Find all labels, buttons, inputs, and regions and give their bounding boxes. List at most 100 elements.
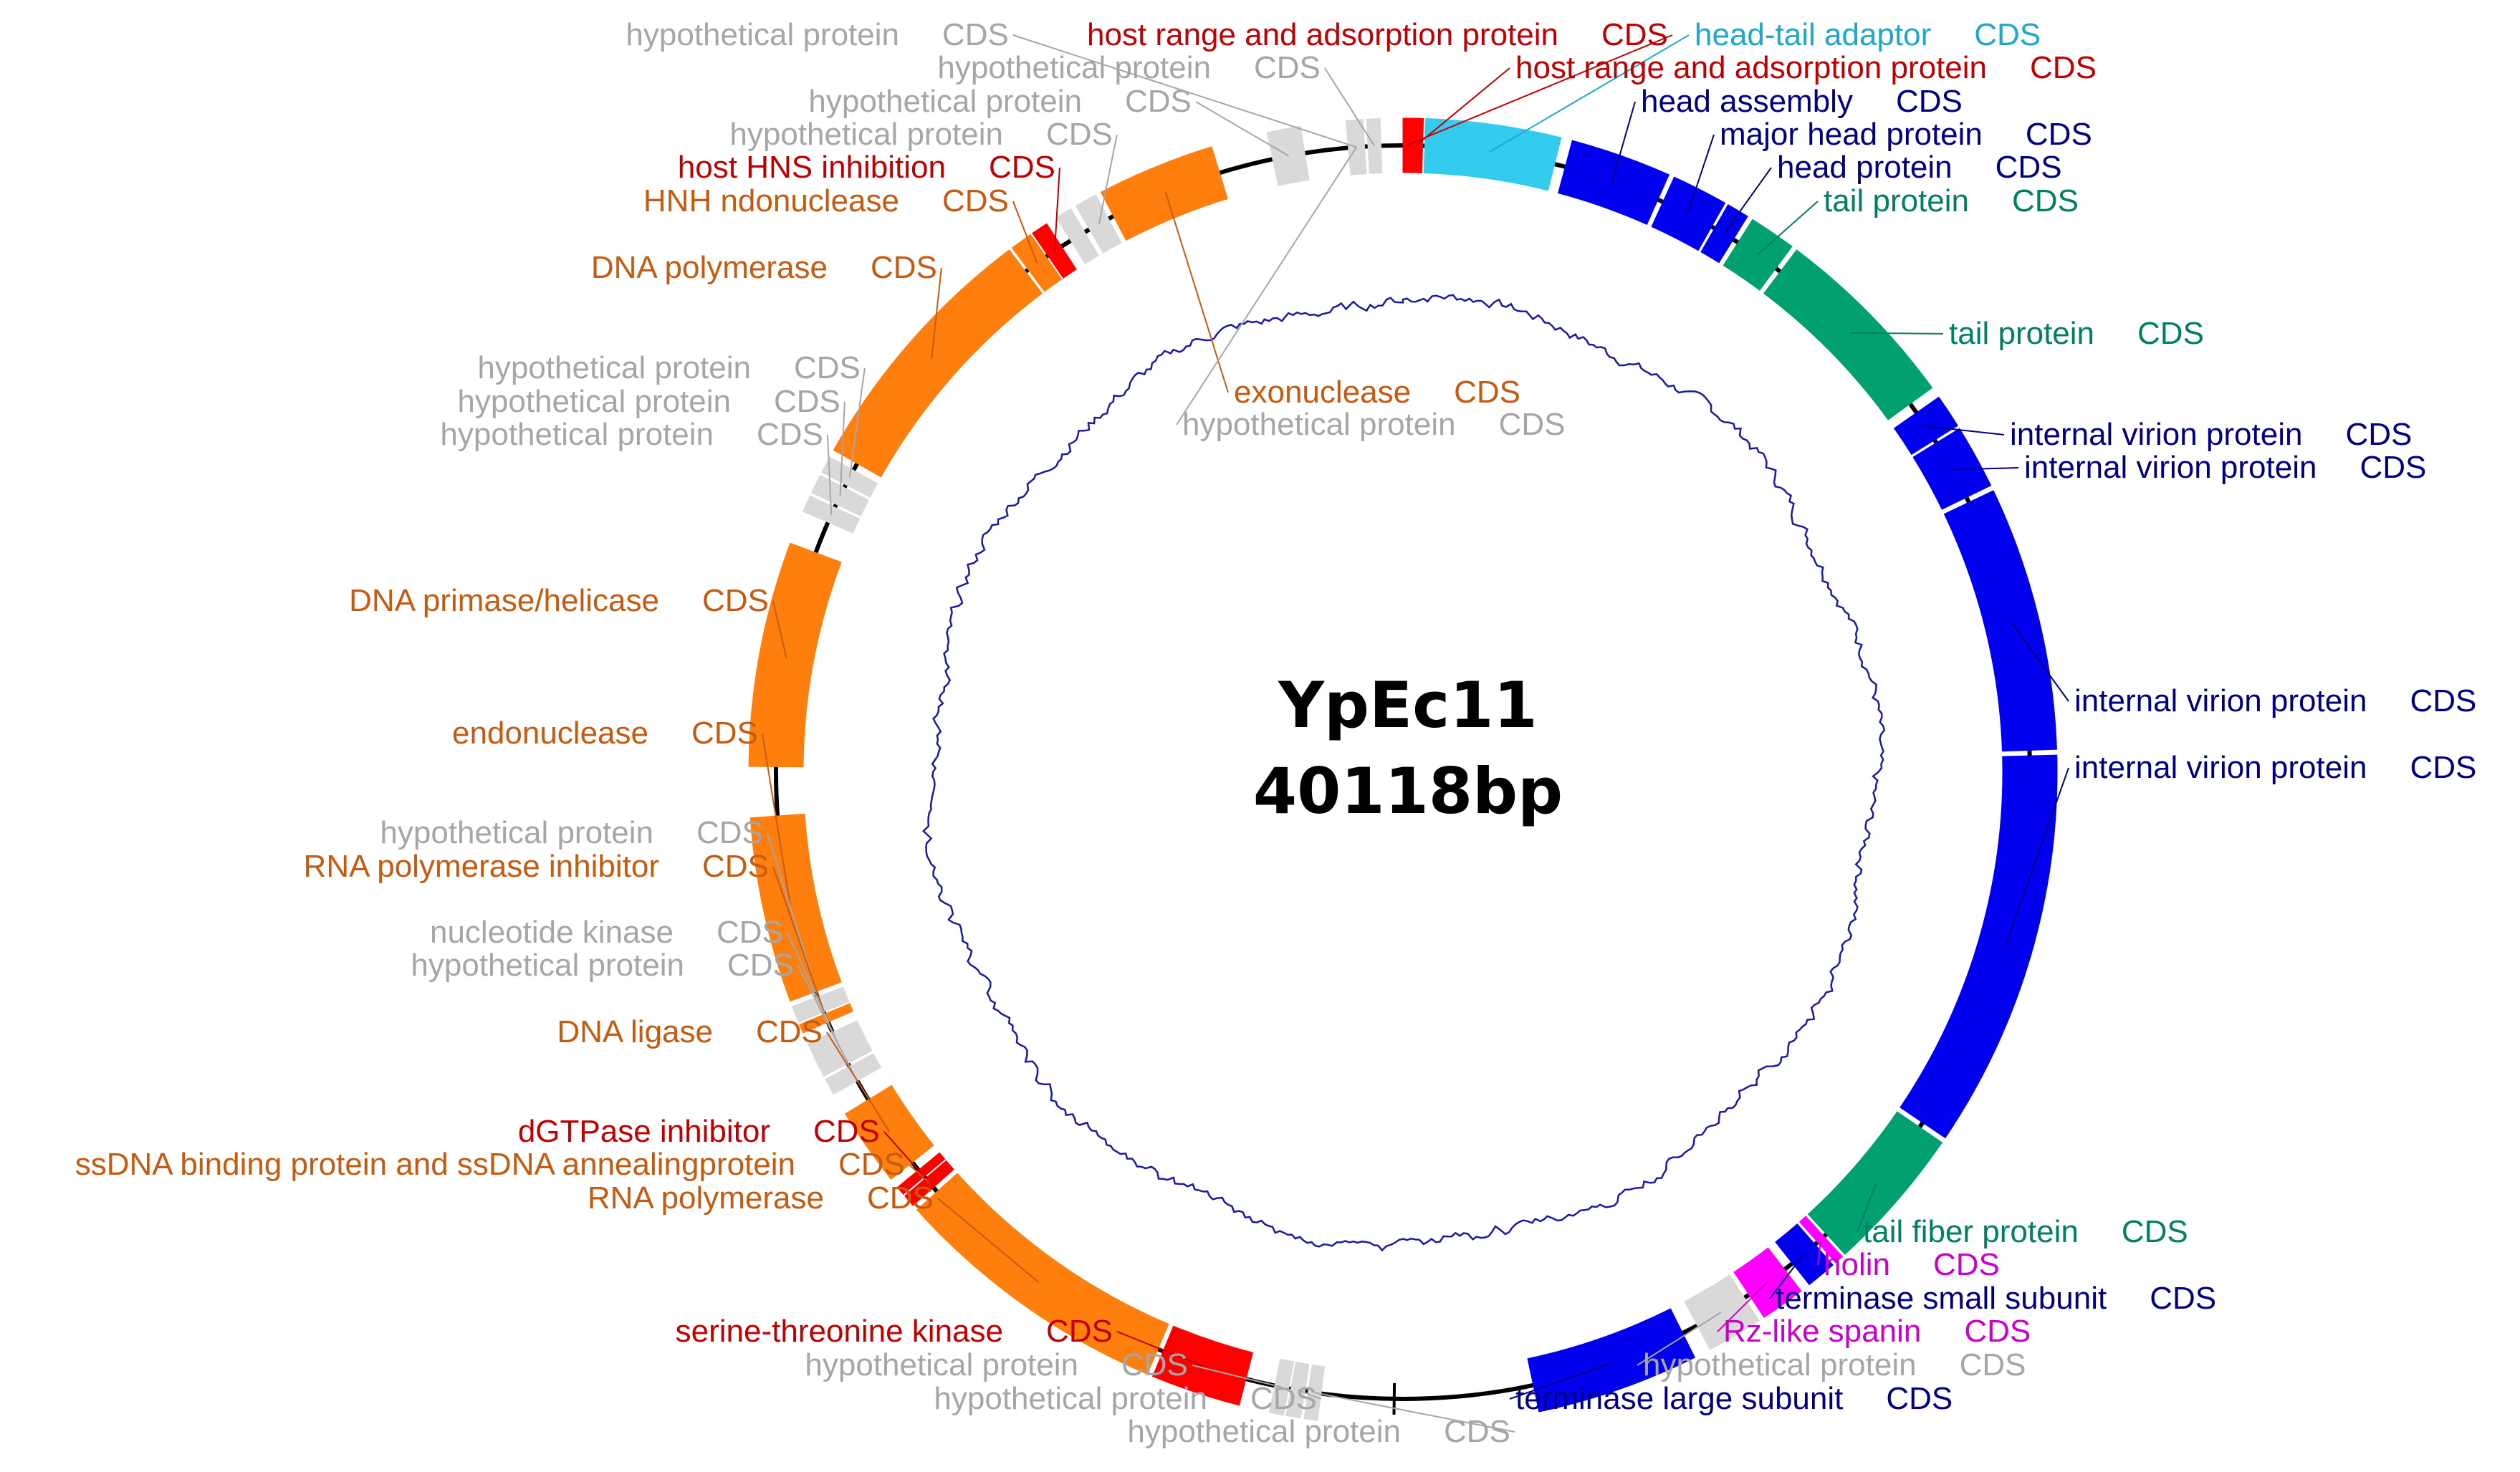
feature-label: hypothetical protein CDS	[1182, 407, 1566, 442]
feature-label: HNH ndonuclease CDS	[643, 183, 1009, 218]
leader-line	[1176, 146, 1357, 425]
leader-line	[1314, 1392, 1515, 1433]
leader-line	[797, 965, 854, 1074]
cds-block	[1775, 1223, 1834, 1286]
feature-label-type: CDS	[794, 350, 861, 385]
cds-block	[1303, 1364, 1326, 1421]
feature-label-type: CDS	[2410, 750, 2476, 785]
feature-label-name: internal virion protein	[2010, 417, 2302, 452]
leader-line	[931, 267, 942, 360]
leader-line	[1850, 332, 1944, 335]
feature-label-name: DNA primase/helicase	[349, 583, 659, 618]
feature-label-name: hypothetical protein	[440, 417, 714, 452]
genome-length: 40118bp	[1253, 754, 1563, 828]
feature-label-type: CDS	[871, 250, 937, 285]
feature-label-type: CDS	[1499, 407, 1566, 442]
feature-label-name: hypothetical protein	[805, 1347, 1078, 1382]
cds-block	[833, 249, 1043, 478]
leader-line	[937, 1198, 1040, 1284]
cds-block	[1943, 490, 2057, 752]
cds-block	[1899, 754, 2058, 1139]
feature-label-name: hypothetical protein	[626, 17, 899, 52]
feature-label-type: CDS	[727, 948, 794, 983]
feature-label-name: host range and adsorption protein	[1087, 17, 1558, 52]
leader-line	[1406, 34, 1673, 146]
feature-label: RNA polymerase inhibitor CDS	[304, 849, 769, 884]
feature-label: hypothetical protein CDS	[477, 350, 861, 385]
feature-label: DNA primase/helicase CDS	[349, 583, 769, 618]
leader-line	[1857, 1183, 1877, 1233]
feature-label-type: CDS	[989, 150, 1055, 185]
feature-label-name: DNA ligase	[557, 1014, 713, 1049]
feature-label-name: host HNS inhibition	[678, 150, 946, 185]
feature-label-type: CDS	[2150, 1281, 2216, 1316]
feature-label-type: CDS	[1960, 1347, 2026, 1382]
feature-label-name: hypothetical protein	[411, 948, 684, 983]
feature-label: head-tail adaptor CDS	[1695, 17, 2041, 52]
feature-label-name: tail fiber protein	[1863, 1214, 2079, 1249]
feature-label-type: CDS	[1454, 375, 1520, 410]
feature-label-name: hypothetical protein	[934, 1381, 1207, 1416]
cds-block	[1055, 208, 1099, 264]
feature-label: DNA ligase CDS	[557, 1014, 823, 1049]
feature-label-type: CDS	[1250, 1381, 1317, 1416]
feature-label-name: exonuclease	[1234, 375, 1411, 410]
feature-label: head protein CDS	[1777, 150, 2062, 185]
cds-block	[896, 1152, 946, 1196]
cds-block	[749, 813, 842, 1002]
cds-block	[748, 542, 842, 768]
feature-label-type: CDS	[756, 1014, 823, 1049]
feature-label-type: CDS	[1933, 1247, 2000, 1282]
leader-line	[1637, 1312, 1722, 1366]
feature-label-name: tail protein	[1824, 183, 1969, 218]
leader-line	[883, 1131, 922, 1174]
feature-label-type: CDS	[696, 815, 763, 850]
feature-label-type: CDS	[1125, 84, 1192, 119]
gc-content-plot	[921, 294, 1886, 1252]
feature-label: internal virion protein CDS	[2074, 683, 2476, 718]
leader-line	[848, 367, 866, 478]
label-leader-lines	[761, 34, 2069, 1433]
leader-line	[1195, 101, 1290, 157]
leader-line	[1509, 1363, 1610, 1400]
leader-line	[1952, 467, 2019, 471]
feature-label-type: CDS	[838, 1147, 905, 1182]
leader-line	[1490, 34, 1690, 153]
feature-label-type: CDS	[2359, 450, 2426, 485]
feature-label: tail fiber protein CDS	[1863, 1214, 2188, 1249]
feature-label-name: hypothetical protein	[937, 50, 1211, 85]
cds-block	[1423, 118, 1562, 191]
leader-line	[761, 733, 791, 905]
feature-label-name: endonuclease	[452, 716, 648, 751]
gc-skew-line	[921, 294, 1886, 1252]
feature-label-type: CDS	[2012, 183, 2079, 218]
feature-label-name: RNA polymerase	[588, 1180, 824, 1216]
cds-block	[1651, 176, 1726, 251]
feature-label-name: terminase large subunit	[1515, 1381, 1843, 1416]
feature-label-type: CDS	[702, 583, 769, 618]
feature-label: terminase small subunit CDS	[1776, 1281, 2216, 1316]
feature-label: nucleotide kinase CDS	[430, 915, 783, 950]
genome-name: YpEc11	[1278, 668, 1537, 742]
feature-label-name: host range and adsorption protein	[1515, 50, 1987, 85]
feature-label: hypothetical protein CDS	[1643, 1347, 2026, 1382]
feature-labels: hypothetical protein CDS host range and ad…	[75, 17, 2477, 1449]
leader-line	[1012, 34, 1357, 148]
cds-block	[1733, 1247, 1802, 1319]
feature-label-type: CDS	[942, 17, 1009, 52]
leader-line	[786, 932, 841, 1049]
leader-line	[1116, 1331, 1204, 1367]
feature-label-name: ssDNA binding protein and ssDNA annealin…	[75, 1147, 795, 1182]
leader-line	[1053, 167, 1060, 251]
leader-line	[1817, 1239, 1822, 1266]
feature-label-type: CDS	[867, 1180, 934, 1216]
feature-label-name: RNA polymerase inhibitor	[304, 849, 659, 884]
feature-label: host range and adsorption protein CDS	[1087, 17, 1668, 52]
feature-label-type: CDS	[2345, 417, 2412, 452]
feature-label-type: CDS	[2026, 117, 2092, 152]
feature-label-type: CDS	[717, 915, 783, 950]
feature-label: RNA polymerase CDS	[588, 1180, 934, 1216]
feature-label-type: CDS	[1046, 1314, 1113, 1349]
feature-label-name: holin	[1824, 1247, 1890, 1282]
